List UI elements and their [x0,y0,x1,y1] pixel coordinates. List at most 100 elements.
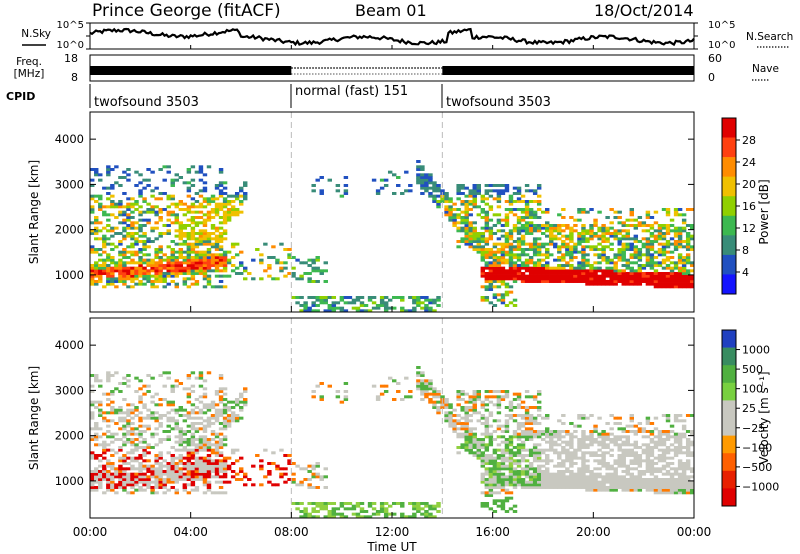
power-cell [532,245,538,249]
power-cell [629,218,634,222]
power-cell [549,224,554,227]
velocity-cell [226,414,232,417]
velocity-cell [561,446,566,449]
power-cell [198,216,204,219]
velocity-cell [637,486,643,489]
power-cell [387,298,393,302]
freq-label-line1: Freq. [16,56,42,68]
power-cell [609,226,614,230]
power-cell [480,200,486,203]
velocity-cell [134,472,139,476]
power-cell [581,274,586,278]
velocity-cell [621,427,626,431]
power-cell [540,224,546,227]
power-cell [122,234,127,238]
velocity-cell [182,446,188,449]
velocity-cell [243,387,248,391]
power-cell [476,189,481,193]
velocity-cell [323,515,328,519]
velocity-cell [665,435,671,439]
power-cell [492,256,498,259]
velocity-cell [661,443,667,447]
cpid-label: CPID [6,90,35,103]
power-cell [532,248,538,251]
velocity-cell [629,472,634,476]
velocity-cell [234,403,240,407]
velocity-cell [528,486,534,489]
power-cell [436,304,441,307]
power-cell [98,194,103,198]
power-cell [629,274,634,278]
velocity-cell [146,443,151,447]
velocity-cell [412,504,417,508]
velocity-cell [488,456,494,460]
power-cell [528,224,534,227]
power-cell [677,208,683,211]
velocity-cell [633,446,639,449]
power-cell [190,226,196,230]
velocity-cell [540,416,546,420]
velocity-cell [476,419,481,423]
power-cell [561,229,566,233]
velocity-cell [677,478,683,481]
velocity-cell [689,454,695,457]
power-cell [307,306,312,310]
power-cell [230,242,236,246]
velocity-cell [593,451,598,455]
velocity-cell [271,462,276,465]
power-cell [472,245,477,249]
velocity-cell [182,478,188,481]
velocity-cell [673,446,679,449]
power-cell [327,304,332,307]
velocity-cell [222,406,228,409]
power-cell [420,306,425,310]
velocity-cell [110,411,115,415]
power-cell [460,202,465,206]
velocity-cell [532,398,538,401]
power-cell [166,194,171,198]
velocity-cell [444,414,449,417]
velocity-cell [142,488,147,492]
power-cell [645,258,651,262]
velocity-cell [488,414,494,417]
velocity-cell [565,480,570,484]
velocity-cell [339,400,345,404]
velocity-cell [303,512,308,516]
velocity-cell [315,464,320,468]
power-cell [214,186,220,190]
velocity-cell [597,475,602,479]
power-cell [456,229,461,233]
power-cell [206,258,212,262]
power-cell [234,208,240,211]
power-cell [613,280,618,283]
power-cell [677,242,683,246]
velocity-cell [565,483,570,487]
power-cell [170,258,175,262]
power-cell [661,234,667,238]
power-cell [480,237,486,241]
velocity-cell [569,446,574,449]
velocity-cell [146,424,151,428]
power-cell [98,237,103,241]
velocity-cell [114,483,119,487]
velocity-cell [569,422,574,425]
velocity-cell [516,459,522,463]
velocity-cell [166,430,171,433]
power-cell [496,256,502,259]
velocity-cell [472,390,477,393]
velocity-cell [484,494,490,497]
velocity-cell [468,430,473,433]
power-cell [194,253,200,257]
power-cell [508,272,514,275]
power-cell [637,240,643,243]
power-cell [162,232,167,235]
velocity-cell [110,454,115,457]
power-cell [621,264,626,267]
velocity-cell [134,446,139,449]
velocity-cell [432,403,437,407]
power-cell [597,248,602,251]
velocity-cell [613,475,618,479]
velocity-cell [355,502,361,505]
power-cell [182,234,188,238]
velocity-cell [673,451,679,455]
